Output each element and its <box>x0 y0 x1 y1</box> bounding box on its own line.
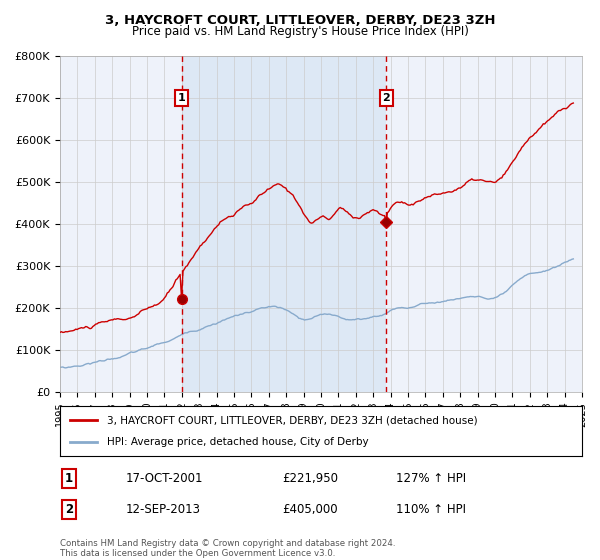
Text: £221,950: £221,950 <box>282 472 338 486</box>
Text: 2: 2 <box>382 93 390 103</box>
Text: £405,000: £405,000 <box>282 503 338 516</box>
Text: Contains HM Land Registry data © Crown copyright and database right 2024.
This d: Contains HM Land Registry data © Crown c… <box>60 539 395 558</box>
Text: HPI: Average price, detached house, City of Derby: HPI: Average price, detached house, City… <box>107 437 368 447</box>
Text: 127% ↑ HPI: 127% ↑ HPI <box>396 472 466 486</box>
Text: 3, HAYCROFT COURT, LITTLEOVER, DERBY, DE23 3ZH (detached house): 3, HAYCROFT COURT, LITTLEOVER, DERBY, DE… <box>107 415 478 425</box>
Text: 17-OCT-2001: 17-OCT-2001 <box>126 472 203 486</box>
Bar <box>182 56 386 392</box>
Text: 2: 2 <box>65 503 73 516</box>
Text: 12-SEP-2013: 12-SEP-2013 <box>126 503 201 516</box>
Text: 110% ↑ HPI: 110% ↑ HPI <box>396 503 466 516</box>
Text: 1: 1 <box>178 93 185 103</box>
Text: 3, HAYCROFT COURT, LITTLEOVER, DERBY, DE23 3ZH: 3, HAYCROFT COURT, LITTLEOVER, DERBY, DE… <box>105 14 495 27</box>
Text: 1: 1 <box>65 472 73 486</box>
Text: Price paid vs. HM Land Registry's House Price Index (HPI): Price paid vs. HM Land Registry's House … <box>131 25 469 38</box>
